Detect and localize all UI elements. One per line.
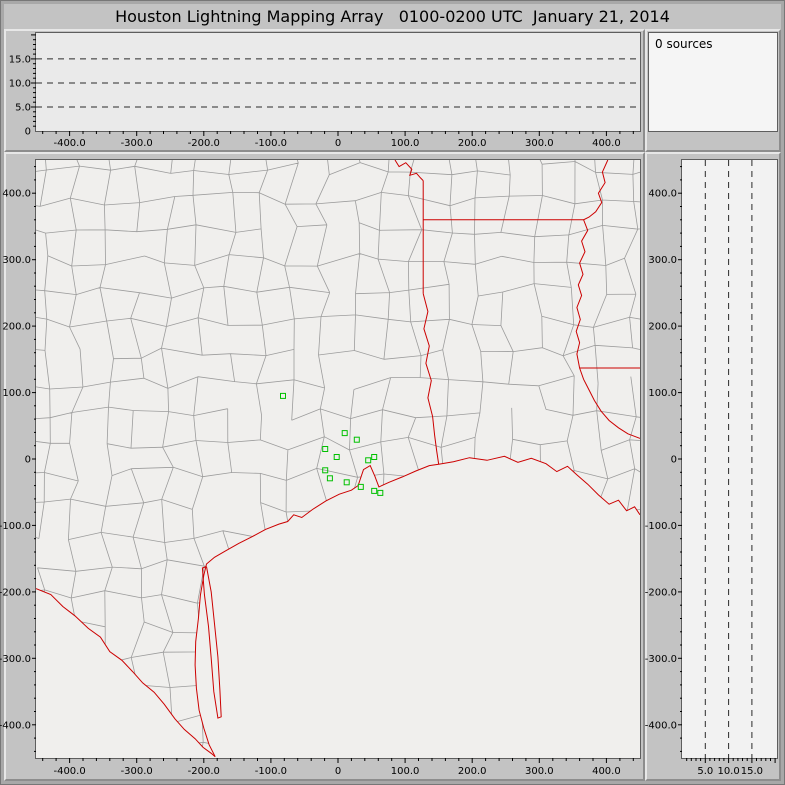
- padre-island: [201, 566, 222, 719]
- sabine-river: [422, 293, 440, 465]
- plan-view-map[interactable]: [35, 159, 641, 759]
- gulf-coastline: [194, 455, 640, 757]
- mississippi-river: [575, 160, 640, 439]
- altitude-ns-plot-canvas: [704, 160, 753, 758]
- titlebar: Houston Lightning Mapping Array 0100-020…: [4, 4, 781, 29]
- altitude-ew-section: [4, 29, 645, 152]
- window-title: Houston Lightning Mapping Array 0100-020…: [115, 7, 670, 26]
- altitude-ew-plot-canvas: [36, 58, 640, 108]
- sources-count-panel: 0 sources: [648, 32, 778, 132]
- rio-grande: [36, 588, 216, 758]
- plan-view-map-canvas: [36, 160, 640, 758]
- red-river: [394, 160, 424, 181]
- altitude-ns-section: [645, 152, 781, 781]
- plan-view-section: [4, 152, 645, 781]
- sources-count-label: 0 sources: [655, 37, 713, 51]
- gulf-and-mexico-blank-region: [36, 456, 640, 758]
- altitude-gridlines-top: [36, 58, 640, 108]
- lma-stations: [280, 392, 384, 496]
- state-borders-and-coastline: [36, 160, 640, 758]
- altitude-vs-ns-plot[interactable]: [681, 159, 778, 759]
- sources-count-section: [645, 29, 781, 152]
- altitude-gridlines-right: [704, 160, 753, 758]
- altitude-vs-ew-plot[interactable]: [35, 32, 641, 132]
